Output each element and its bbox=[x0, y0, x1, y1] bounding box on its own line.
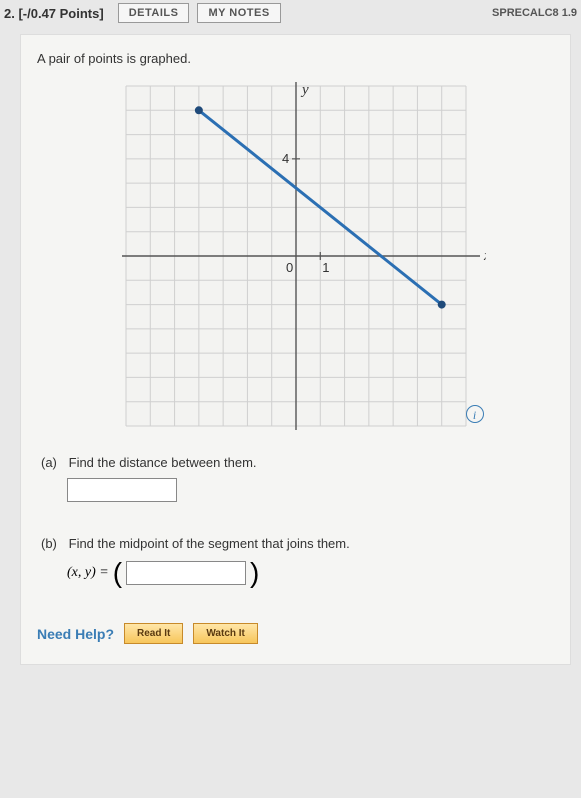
part-a: (a) Find the distance between them. bbox=[41, 455, 554, 470]
part-a-label: (a) bbox=[41, 455, 65, 470]
source-reference: SPRECALC8 1.9 bbox=[492, 7, 577, 19]
part-b-text: Find the midpoint of the segment that jo… bbox=[69, 536, 350, 551]
details-button[interactable]: DETAILS bbox=[118, 3, 190, 23]
svg-text:1: 1 bbox=[322, 260, 329, 275]
midpoint-lhs: (x, y) = bbox=[67, 565, 109, 581]
part-b: (b) Find the midpoint of the segment tha… bbox=[41, 536, 554, 551]
need-help-label: Need Help? bbox=[37, 626, 114, 642]
coordinate-graph: 0 1 4 y x bbox=[116, 80, 486, 430]
part-b-label: (b) bbox=[41, 536, 65, 551]
part-b-answer-input[interactable] bbox=[126, 561, 246, 585]
open-paren: ( bbox=[113, 559, 122, 587]
svg-text:0: 0 bbox=[286, 260, 293, 275]
watch-it-button[interactable]: Watch It bbox=[193, 623, 258, 644]
svg-text:4: 4 bbox=[282, 151, 289, 166]
question-prompt: A pair of points is graphed. bbox=[37, 51, 554, 66]
part-a-answer-input[interactable] bbox=[67, 478, 177, 502]
svg-text:x: x bbox=[483, 248, 486, 264]
info-icon[interactable]: i bbox=[466, 405, 484, 423]
graph-container: 014yx i bbox=[116, 80, 476, 435]
close-paren: ) bbox=[250, 559, 259, 587]
part-b-answer-row: (x, y) = ( ) bbox=[67, 559, 554, 587]
svg-text:y: y bbox=[300, 82, 309, 98]
question-number: 2. [-/0.47 Points] bbox=[4, 6, 104, 21]
read-it-button[interactable]: Read It bbox=[124, 623, 183, 644]
part-a-text: Find the distance between them. bbox=[69, 455, 257, 470]
my-notes-button[interactable]: MY NOTES bbox=[197, 3, 280, 23]
help-row: Need Help? Read It Watch It bbox=[37, 623, 554, 644]
question-content: A pair of points is graphed. 0 1 4 y x i (a)… bbox=[20, 34, 571, 665]
